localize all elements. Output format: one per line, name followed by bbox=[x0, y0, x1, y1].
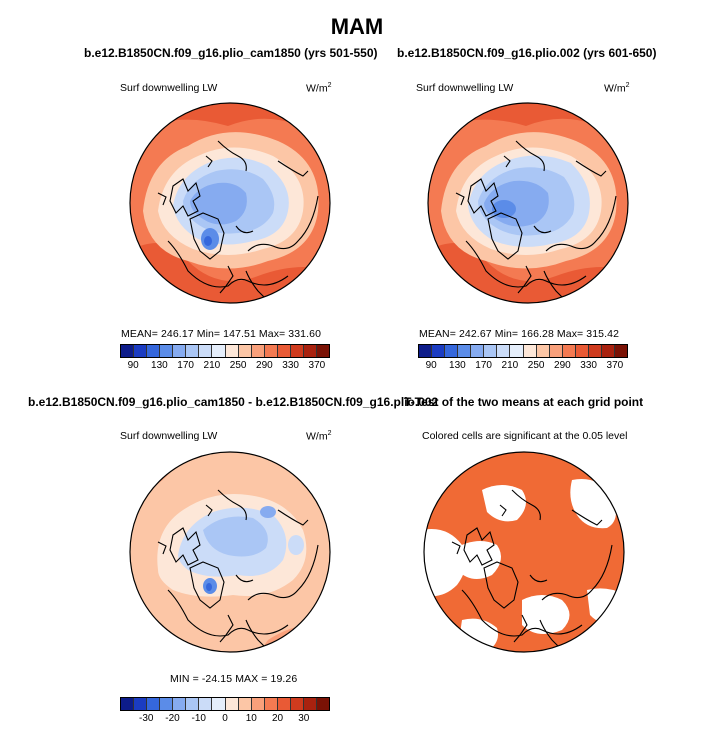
colorbar-swatch bbox=[251, 345, 265, 357]
panel-3-variable: Surf downwelling LW bbox=[120, 430, 218, 442]
colorbar-swatch bbox=[510, 345, 524, 357]
colorbar-swatch bbox=[173, 345, 187, 357]
colorbar-swatch bbox=[134, 698, 148, 710]
panel-3-colorbar-ticks: -30 -20 -10 0 10 20 30 bbox=[120, 713, 330, 725]
colorbar-swatch bbox=[238, 345, 252, 357]
colorbar-swatch bbox=[264, 345, 278, 357]
colorbar-swatch bbox=[303, 698, 317, 710]
colorbar-swatch bbox=[419, 345, 433, 357]
colorbar-tick-label: 10 bbox=[245, 713, 257, 724]
colorbar-tick-label: 170 bbox=[475, 360, 492, 371]
colorbar-swatch bbox=[225, 345, 239, 357]
colorbar-swatch bbox=[277, 345, 291, 357]
colorbar-swatch bbox=[484, 345, 498, 357]
colorbar-tick-label: 370 bbox=[308, 360, 326, 371]
colorbar-swatch bbox=[238, 698, 252, 710]
panel-4-variable: Colored cells are significant at the 0.0… bbox=[422, 430, 628, 442]
colorbar-swatch bbox=[562, 345, 576, 357]
panel-2-variable: Surf downwelling LW bbox=[416, 82, 514, 94]
panel-2-title: b.e12.B1850CN.f09_g16.plio.002 (yrs 601-… bbox=[397, 46, 657, 60]
colorbar-swatch bbox=[471, 345, 485, 357]
panel-1-title: b.e12.B1850CN.f09_g16.plio_cam1850 (yrs … bbox=[84, 46, 378, 60]
panel-1-map bbox=[129, 102, 331, 304]
figure-title: MAM bbox=[330, 14, 384, 39]
colorbar-tick-label: 30 bbox=[298, 713, 310, 724]
panel-1-units: W/m2 bbox=[306, 82, 332, 95]
panel-3-map bbox=[129, 451, 331, 653]
colorbar-swatch bbox=[277, 698, 291, 710]
colorbar-tick-label: 290 bbox=[256, 360, 273, 371]
colorbar-tick-label: 290 bbox=[554, 360, 571, 371]
panel-2-colorbar-ticks: 90 130 170 210 250 290 330 370 bbox=[418, 360, 628, 372]
colorbar-swatch bbox=[445, 345, 459, 357]
colorbar-swatch bbox=[549, 345, 563, 357]
colorbar-swatch bbox=[303, 345, 317, 357]
colorbar-swatch bbox=[147, 698, 161, 710]
panel-4-title: T-Test of the two means at each grid poi… bbox=[404, 395, 644, 409]
colorbar-tick-label: 250 bbox=[229, 360, 247, 371]
panel-3-stats: MIN = -24.15 MAX = 19.26 bbox=[170, 673, 298, 685]
colorbar-swatch bbox=[497, 345, 511, 357]
colorbar-tick-label: 90 bbox=[127, 360, 139, 371]
colorbar-tick-label: 330 bbox=[282, 360, 299, 371]
panel-3-units: W/m2 bbox=[306, 430, 332, 443]
colorbar-swatch bbox=[523, 345, 537, 357]
colorbar-swatch bbox=[173, 698, 187, 710]
colorbar-swatch bbox=[225, 698, 239, 710]
colorbar-tick-label: 130 bbox=[151, 360, 168, 371]
colorbar-swatch bbox=[121, 345, 135, 357]
colorbar-tick-label: 370 bbox=[606, 360, 624, 371]
panel-4-map bbox=[423, 451, 625, 653]
colorbar-swatch bbox=[290, 345, 304, 357]
panel-1-colorbar-ticks: 90 130 170 210 250 290 330 370 bbox=[120, 360, 330, 372]
colorbar-swatch bbox=[186, 345, 200, 357]
colorbar-swatch bbox=[199, 345, 213, 357]
colorbar-tick-label: 210 bbox=[501, 360, 519, 371]
colorbar-swatch bbox=[212, 345, 226, 357]
colorbar-swatch bbox=[160, 345, 174, 357]
colorbar-tick-label: 20 bbox=[271, 713, 284, 724]
colorbar-swatch bbox=[121, 698, 135, 710]
panel-2-stats: MEAN= 242.67 Min= 166.28 Max= 315.42 bbox=[419, 328, 620, 340]
colorbar-swatch bbox=[588, 345, 602, 357]
colorbar-swatch bbox=[575, 345, 589, 357]
colorbar-swatch bbox=[290, 698, 304, 710]
colorbar-tick-label: -10 bbox=[191, 713, 206, 724]
colorbar-swatch bbox=[614, 345, 627, 357]
colorbar-swatch bbox=[212, 698, 226, 710]
panel-3-colorbar bbox=[120, 697, 330, 711]
panel-1-stats: MEAN= 246.17 Min= 147.51 Max= 331.60 bbox=[121, 328, 322, 340]
colorbar-tick-label: -30 bbox=[139, 713, 154, 724]
colorbar-swatch bbox=[251, 698, 265, 710]
colorbar-tick-label: 330 bbox=[580, 360, 597, 371]
colorbar-swatch bbox=[199, 698, 213, 710]
colorbar-swatch bbox=[536, 345, 550, 357]
colorbar-swatch bbox=[316, 345, 329, 357]
colorbar-tick-label: 0 bbox=[222, 713, 228, 724]
colorbar-swatch bbox=[264, 698, 278, 710]
colorbar-swatch bbox=[316, 698, 329, 710]
panel-2-map bbox=[427, 102, 629, 304]
colorbar-tick-label: -20 bbox=[165, 713, 180, 724]
colorbar-swatch bbox=[160, 698, 174, 710]
colorbar-swatch bbox=[458, 345, 472, 357]
panel-2-units: W/m2 bbox=[604, 82, 630, 95]
colorbar-swatch bbox=[432, 345, 446, 357]
panel-1-variable: Surf downwelling LW bbox=[120, 82, 218, 94]
colorbar-tick-label: 90 bbox=[425, 360, 437, 371]
colorbar-tick-label: 250 bbox=[527, 360, 545, 371]
colorbar-swatch bbox=[601, 345, 615, 357]
colorbar-swatch bbox=[147, 345, 161, 357]
panel-2-colorbar bbox=[418, 344, 628, 358]
colorbar-tick-label: 130 bbox=[449, 360, 466, 371]
colorbar-swatch bbox=[186, 698, 200, 710]
colorbar-swatch bbox=[134, 345, 148, 357]
panel-3-title: b.e12.B1850CN.f09_g16.plio_cam1850 - b.e… bbox=[28, 395, 439, 409]
colorbar-tick-label: 170 bbox=[177, 360, 194, 371]
panel-1-colorbar bbox=[120, 344, 330, 358]
colorbar-tick-label: 210 bbox=[203, 360, 221, 371]
